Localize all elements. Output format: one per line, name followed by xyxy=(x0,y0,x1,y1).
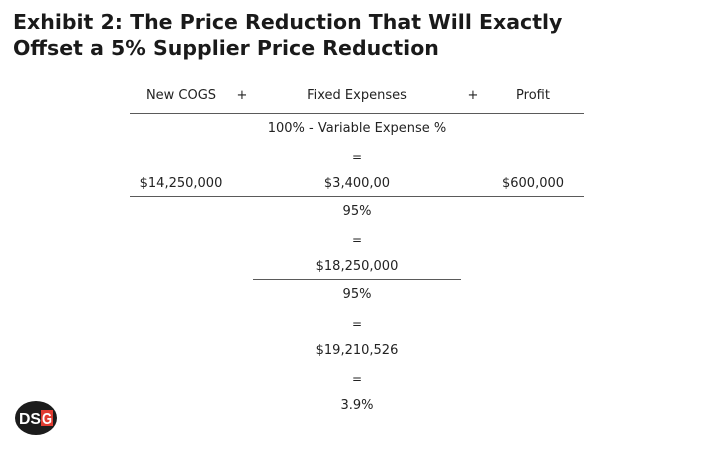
new-cogs-label: New COGS xyxy=(145,88,217,103)
plus-sign-2: + xyxy=(467,88,479,103)
price-reduction-result: 3.9% xyxy=(340,398,374,413)
equals-sign-3: = xyxy=(351,317,363,331)
exhibit-title-line-1: Exhibit 2: The Price Reduction That Will… xyxy=(13,10,563,34)
required-sales-value: $19,210,526 xyxy=(315,343,399,358)
svg-text:DS: DS xyxy=(19,411,41,428)
equals-sign-1: = xyxy=(351,150,363,164)
numerator-total: $18,250,000 xyxy=(315,259,399,274)
denominator-95-percent-1: 95% xyxy=(342,204,372,219)
exhibit-title: Exhibit 2: The Price Reduction That Will… xyxy=(13,9,703,61)
dsg-logo-mark: DS G xyxy=(19,410,53,428)
profit-value: $600,000 xyxy=(501,176,565,191)
fixed-expenses-label: Fixed Expenses xyxy=(307,88,407,103)
equals-sign-4: = xyxy=(351,372,363,386)
new-cogs-value: $14,250,000 xyxy=(139,176,223,191)
variable-expense-denominator: 100% - Variable Expense % xyxy=(267,121,447,136)
dsg-logo: DS G xyxy=(15,401,57,435)
equals-sign-2: = xyxy=(351,233,363,247)
denominator-95-percent-2: 95% xyxy=(342,287,372,302)
svg-text:G: G xyxy=(42,411,52,428)
exhibit-title-line-2: Offset a 5% Supplier Price Reduction xyxy=(13,36,439,60)
profit-label: Profit xyxy=(516,88,550,103)
fraction-bar-2 xyxy=(130,196,584,197)
plus-sign-1: + xyxy=(236,88,248,103)
fixed-expenses-value: $3,400,00 xyxy=(323,176,391,191)
fraction-bar-3 xyxy=(253,279,461,280)
fraction-bar-1 xyxy=(130,113,584,114)
